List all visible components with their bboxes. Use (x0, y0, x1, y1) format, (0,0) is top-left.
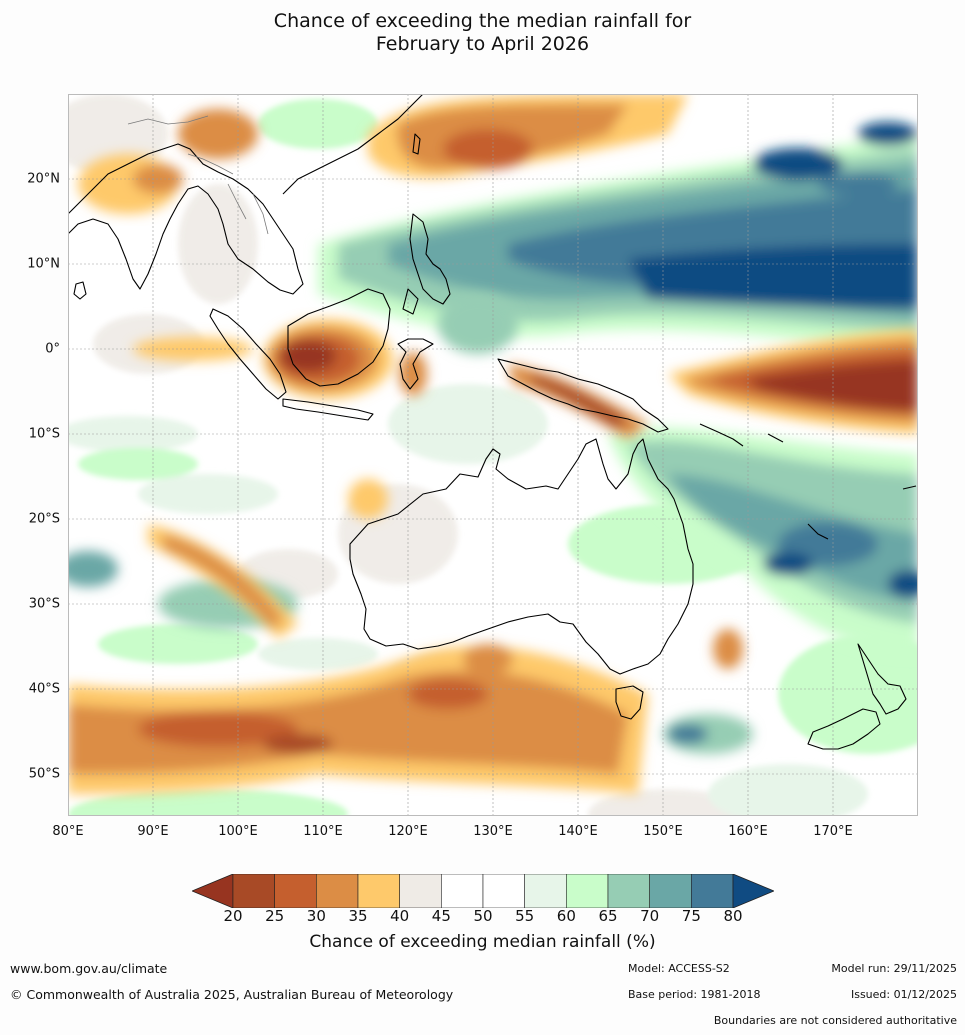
colorbar-swatch (399, 873, 442, 909)
footer-model: Model: ACCESS-S2 (628, 962, 730, 975)
map-canvas (68, 94, 918, 816)
lat-label: 10°N (27, 256, 60, 272)
colorbar-tick-label: 80 (723, 907, 743, 925)
colorbar-swatch (649, 873, 692, 909)
title-line-1: Chance of exceeding the median rainfall … (273, 10, 692, 32)
colorbar-tick-label: 65 (598, 907, 618, 925)
colorbar-swatch (524, 873, 567, 909)
wet-coral-sea (68, 294, 918, 754)
colorbar-tick-label: 70 (640, 907, 660, 925)
lat-label: 50°S (28, 766, 60, 782)
colorbar (190, 873, 776, 909)
colorbar-tick-label: 55 (515, 907, 535, 925)
colorbar-swatch (482, 873, 525, 909)
colorbar-over-arrow (732, 873, 776, 909)
lat-label: 30°S (28, 596, 60, 612)
map-title: Chance of exceeding the median rainfall … (0, 10, 965, 56)
borneo-coast (287, 288, 391, 387)
java-coast (282, 398, 374, 421)
tasmania-coast (615, 685, 644, 720)
colorbar-tick-label: 20 (223, 907, 243, 925)
colorbar-tick-label: 25 (265, 907, 285, 925)
colorbar-swatch (566, 873, 609, 909)
colorbar-tick-label: 50 (473, 907, 493, 925)
colorbar-under-arrow (190, 873, 234, 909)
lon-label: 90°E (137, 824, 169, 839)
colorbar-tick-label: 40 (390, 907, 410, 925)
footer-model-run: Model run: 29/11/2025 (831, 962, 957, 975)
dry-equatorial-pacific (668, 329, 918, 434)
new-zealand-coast (857, 643, 907, 715)
lon-label: 130°E (473, 824, 513, 839)
colorbar-swatch (232, 873, 275, 909)
country-borders (127, 115, 269, 235)
footer-copyright: © Commonwealth of Australia 2025, Austra… (10, 987, 454, 1002)
lon-label: 120°E (388, 824, 428, 839)
lat-label: 10°S (28, 426, 60, 442)
colorbar-swatch (357, 873, 400, 909)
colorbar-tick-label: 30 (306, 907, 326, 925)
footer-base-period: Base period: 1981-2018 (628, 988, 761, 1001)
lon-label: 80°E (52, 824, 84, 839)
lon-label: 140°E (558, 824, 598, 839)
colorbar-tick-label: 75 (681, 907, 701, 925)
asia-coast (68, 143, 304, 295)
lon-label: 100°E (218, 824, 258, 839)
colorbar-tick-label: 45 (431, 907, 451, 925)
footer-url: www.bom.gov.au/climate (10, 961, 168, 976)
footer-disclaimer: Boundaries are not considered authoritat… (713, 1014, 957, 1027)
coastlines (68, 94, 917, 750)
lat-label: 0° (45, 341, 60, 357)
lat-label: 20°S (28, 511, 60, 527)
colorbar-swatch (316, 873, 359, 909)
sumatra-coast (209, 308, 287, 400)
lat-label: 40°S (28, 681, 60, 697)
dry-maritime-continent (263, 319, 648, 439)
rainfall-map (68, 94, 918, 816)
colorbar-tick-label: 35 (348, 907, 368, 925)
lon-label: 160°E (728, 824, 768, 839)
philippines-coast (409, 213, 451, 305)
australia-coast (349, 438, 694, 675)
lon-label: 170°E (813, 824, 853, 839)
lon-label: 110°E (303, 824, 343, 839)
footer-issued: Issued: 01/12/2025 (850, 988, 957, 1001)
colorbar-label: Chance of exceeding median rainfall (%) (309, 932, 656, 952)
colorbar-swatch (691, 873, 734, 909)
title-line-2: February to April 2026 (375, 33, 590, 55)
lat-label: 20°N (27, 171, 60, 187)
lon-label: 150°E (643, 824, 683, 839)
colorbar-swatch (274, 873, 317, 909)
graticule (68, 94, 918, 816)
new-guinea-coast (497, 358, 669, 433)
colorbar-tick-label: 60 (556, 907, 576, 925)
dry-southern-ocean (68, 337, 743, 794)
colorbar-swatch (607, 873, 650, 909)
colorbar-swatch (441, 873, 484, 909)
colorbar-swatches (190, 873, 776, 909)
